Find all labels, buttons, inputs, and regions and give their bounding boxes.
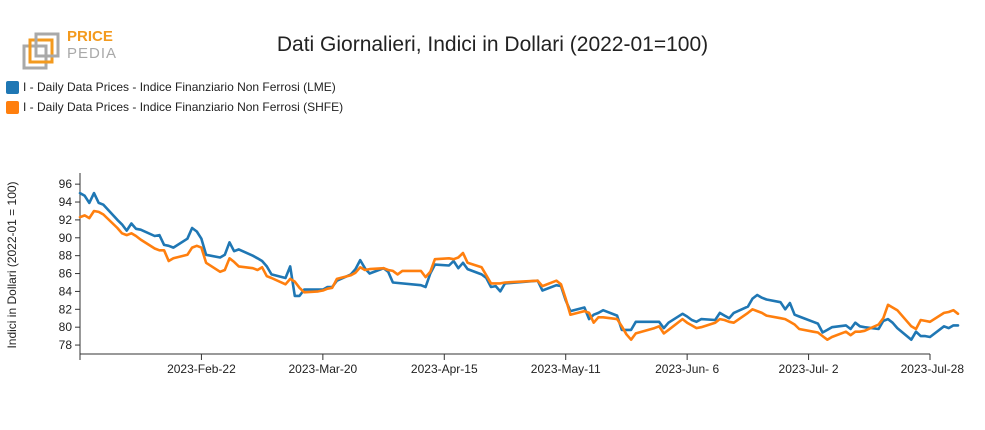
y-tick-label: 94 (59, 195, 73, 209)
y-tick-label: 90 (59, 231, 73, 245)
x-tick-label: 2023-Jul-28 (901, 362, 965, 376)
legend-swatch-shfe (6, 100, 19, 114)
chart-title: Dati Giornalieri, Indici in Dollari (202… (276, 33, 709, 56)
x-tick-label: 2023-Mar-20 (289, 362, 358, 376)
x-tick-label: 2023-Feb-22 (167, 362, 236, 376)
x-tick-label: 2023-Jun- 6 (655, 362, 719, 376)
y-tick-label: 86 (59, 267, 73, 281)
x-tick-label: 2023-Jul- 2 (779, 362, 839, 376)
logo-text-price: PRICE (67, 28, 113, 45)
legend-item-lme[interactable]: I - Daily Data Prices - Indice Finanziar… (6, 79, 336, 95)
y-tick-label: 84 (59, 284, 73, 298)
y-tick-label: 82 (59, 302, 73, 316)
y-tick-label: 92 (59, 213, 73, 227)
x-tick-label: 2023-Apr-15 (411, 362, 478, 376)
y-tick-label: 78 (59, 338, 73, 352)
y-tick-label: 88 (59, 249, 73, 263)
y-axis-title: Indici in Dollari (2022-01 = 100) (5, 181, 19, 348)
y-axis: 78 80 82 84 86 88 90 92 94 96 (59, 173, 81, 354)
legend-item-shfe[interactable]: I - Daily Data Prices - Indice Finanziar… (6, 99, 343, 115)
x-axis: 2023-Feb-22 2023-Mar-20 2023-Apr-15 2023-Ma… (79, 353, 965, 376)
legend-swatch-lme (6, 80, 19, 94)
y-tick-label: 80 (59, 320, 73, 334)
series-line-shfe[interactable] (78, 209, 960, 341)
pricepedia-logo: PRICE PEDIA (22, 28, 117, 70)
y-tick-label: 96 (59, 177, 73, 191)
logo-text-pedia: PEDIA (67, 45, 117, 62)
series-layer (78, 191, 960, 341)
legend-label-lme: I - Daily Data Prices - Indice Finanziar… (23, 80, 336, 94)
legend-label-shfe: I - Daily Data Prices - Indice Finanziar… (23, 100, 344, 114)
x-tick-label: 2023-May-11 (531, 362, 601, 376)
